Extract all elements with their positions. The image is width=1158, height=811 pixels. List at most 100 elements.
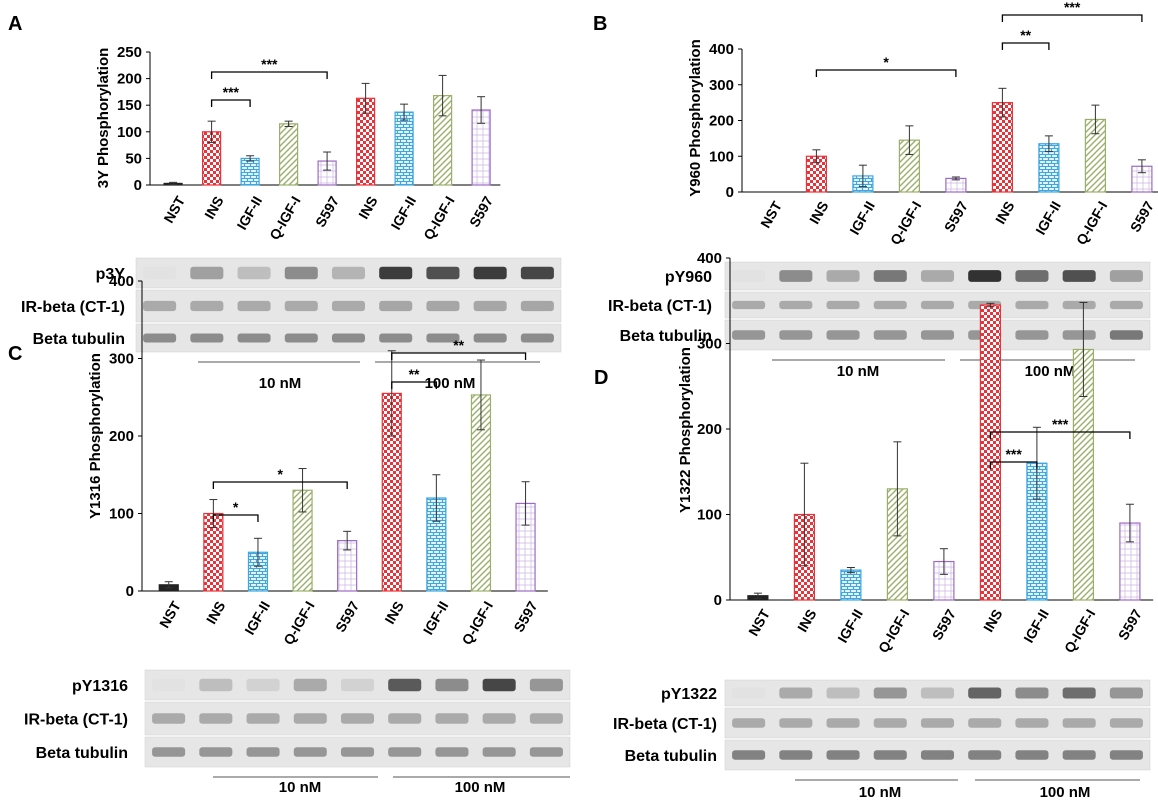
x-tick-label: IGF-II <box>834 606 866 645</box>
x-tick-label: IGF-II <box>1032 198 1064 237</box>
blot-band <box>1062 750 1096 760</box>
blot-band <box>1015 687 1049 699</box>
blot-band <box>379 266 413 280</box>
significance-label: ** <box>1020 27 1031 43</box>
blot-band <box>426 266 460 280</box>
blot-band <box>1109 718 1143 728</box>
blot-band <box>482 747 516 757</box>
y-tick-label: 100 <box>697 507 722 524</box>
blot-band <box>1015 750 1049 760</box>
blot-band <box>920 750 955 760</box>
significance-label: * <box>278 466 284 482</box>
x-tick-label: Q-IGF-I <box>1061 606 1099 655</box>
concentration-label: 10 nM <box>259 375 302 392</box>
blot-row-label: IR-beta (CT-1) <box>608 298 712 315</box>
blot-band <box>732 687 766 699</box>
blot-band <box>331 266 366 280</box>
y-tick-label: 50 <box>125 150 142 167</box>
y-tick-label: 200 <box>697 421 722 438</box>
blot-band <box>340 678 375 692</box>
blot-band <box>826 750 860 760</box>
blot-band <box>873 270 907 282</box>
blot-band <box>379 333 413 343</box>
x-tick-label: Q-IGF-I <box>887 198 925 247</box>
blot-band <box>968 718 1002 728</box>
blot-row-label: p3Y <box>96 266 126 283</box>
significance-bracket <box>391 352 527 360</box>
concentration-label: 100 nM <box>1025 363 1076 380</box>
blot-band <box>284 300 318 312</box>
blot-band <box>873 300 907 310</box>
significance-bracket <box>989 461 1038 469</box>
y-tick-label: 200 <box>109 428 134 445</box>
x-tick-label: IGF-II <box>846 198 878 237</box>
bar <box>979 304 1002 601</box>
blot-band <box>246 747 280 757</box>
blot-band <box>379 300 413 312</box>
blot-band <box>779 687 813 699</box>
y-tick-label: 400 <box>709 41 734 58</box>
x-tick-label: INS <box>806 198 832 226</box>
significance-label: *** <box>261 56 278 72</box>
blot-band <box>1109 300 1143 310</box>
significance-bracket <box>1001 14 1143 22</box>
blot-band <box>190 333 224 343</box>
blot-band <box>920 330 955 340</box>
blot-band <box>246 678 280 692</box>
significance-label: * <box>233 499 239 515</box>
blot-band <box>920 270 955 282</box>
blot-band <box>873 330 907 340</box>
blot-band <box>1015 300 1049 310</box>
blot-band <box>152 713 186 724</box>
x-tick-label: Q-IGF-I <box>458 598 496 647</box>
blot-band <box>426 333 460 343</box>
blot-band <box>190 300 224 312</box>
blot-band <box>826 270 860 282</box>
x-tick-label: NST <box>160 193 188 226</box>
blot-band <box>293 713 327 724</box>
blot-band <box>388 678 422 692</box>
bar <box>240 157 260 186</box>
y-tick-label: 100 <box>709 148 734 165</box>
blot-band <box>920 300 955 310</box>
blot-row-label: IR-beta (CT-1) <box>21 299 125 316</box>
significance-bracket <box>391 381 438 389</box>
blot-band <box>1109 750 1143 760</box>
y-tick-label: 200 <box>709 113 734 130</box>
blot-band <box>529 747 563 757</box>
panel-letter: B <box>593 13 607 35</box>
y-tick-label: 400 <box>109 273 134 290</box>
blot-band <box>873 687 907 699</box>
blot-band <box>826 687 860 699</box>
x-tick-label: NST <box>757 198 785 231</box>
significance-label: *** <box>223 84 240 100</box>
x-tick-label: NST <box>745 606 773 639</box>
x-tick-label: IGF-II <box>387 193 419 232</box>
bar <box>945 177 967 193</box>
y-tick-label: 0 <box>126 583 134 600</box>
panel-b: B 0 100 200 300 400 Y960 Phosphorylation NST INS… <box>593 0 1158 380</box>
blot-band <box>1015 718 1049 728</box>
x-tick-label: NST <box>156 598 184 631</box>
blot-band <box>520 266 554 280</box>
concentration-label: 10 nM <box>859 784 902 801</box>
blot-band <box>1062 300 1096 310</box>
blot-band <box>143 300 177 312</box>
concentration-label: 100 nM <box>1040 784 1091 801</box>
blot-band <box>482 678 516 692</box>
x-tick-label: INS <box>381 598 407 626</box>
blot-row-label: Beta tubulin <box>33 331 125 348</box>
blot-band <box>529 678 563 692</box>
blot-band <box>732 330 766 340</box>
blot-band <box>435 713 469 724</box>
y-axis-label: Y960 Phosphorylation <box>687 39 704 197</box>
x-tick-label: S597 <box>332 598 362 635</box>
blot-row-label: Beta tubulin <box>625 748 717 765</box>
blot-band <box>473 300 507 312</box>
concentration-label: 100 nM <box>425 375 476 392</box>
blot-band <box>529 713 563 724</box>
blot-band <box>1062 330 1096 340</box>
x-tick-label: INS <box>980 606 1006 634</box>
significance-label: ** <box>409 366 420 382</box>
blot-band <box>1015 330 1049 340</box>
